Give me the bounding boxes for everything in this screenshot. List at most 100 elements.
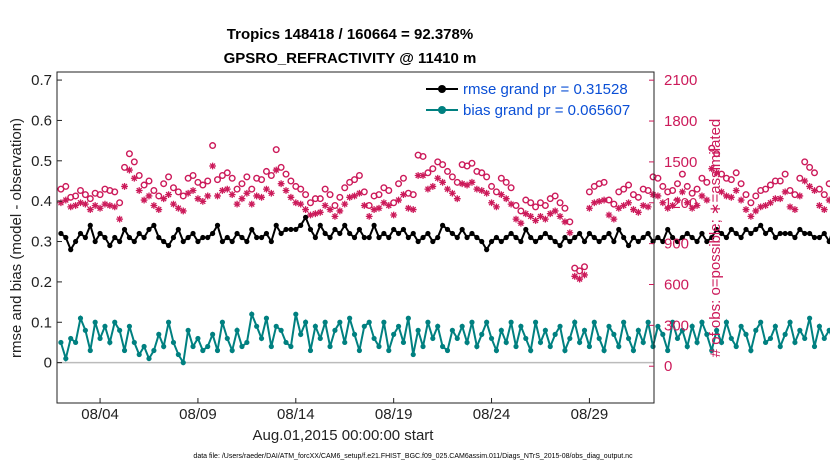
rmse-point [669,234,676,241]
rmse-point [718,230,725,237]
bias-point [772,323,778,329]
obs-possible-point [654,174,662,182]
obs-possible-point [742,191,750,199]
rmse-point [449,230,455,237]
rmse-point [405,234,411,241]
rmse-point [258,234,265,241]
bias-point [298,331,304,337]
obs-assimilated-point [493,203,500,211]
bias-point [474,343,480,350]
obs-possible-point [302,191,310,199]
obs-possible-point [199,181,207,189]
obs-assimilated-point [96,204,104,212]
obs-assimilated-point [595,198,603,205]
bias-point [484,319,490,325]
obs-assimilated-point [91,202,99,209]
obs-assimilated-point [541,215,549,223]
obs-assimilated-point [233,200,241,208]
obs-assimilated-point [86,206,94,213]
obs-assimilated-point [771,195,779,203]
bias-point [141,343,147,350]
bias-point [660,331,666,337]
obs-possible-point [820,191,828,199]
bias-point [464,339,470,346]
rmse-point [518,238,524,245]
obs-assimilated-point [630,206,637,213]
bias-point [239,343,245,350]
obs-assimilated-point [634,208,642,216]
bias-point [518,323,524,329]
obs-possible-point [752,192,760,200]
obs-assimilated-point [571,272,579,280]
obs-assimilated-point [253,192,261,200]
bias-point [811,343,818,350]
bias-point [395,323,402,329]
obs-assimilated-point [189,187,197,194]
bias-point [753,327,759,333]
obs-assimilated-point [590,199,598,207]
bias-point [469,319,475,325]
x-tick-label: 08/24 [473,406,511,423]
obs-assimilated-point [439,178,447,186]
bias-point [307,347,314,354]
rmse-point [714,226,720,233]
obs-possible-point [766,181,774,189]
obs-assimilated-point [625,199,632,207]
bias-point [229,347,235,354]
bias-point [630,347,637,354]
rmse-point [542,230,548,237]
left-y-axis: 0 0.1 0.2 0.3 0.4 0.5 0.6 0.7 [31,72,62,372]
bias-point [254,323,260,329]
obs-assimilated-point [385,202,393,209]
obs-possible-point [96,191,104,199]
obs-possible-point [326,191,334,199]
obs-possible-point [443,167,451,175]
obs-assimilated-point [346,193,354,201]
obs-assimilated-point [693,202,701,209]
obs-assimilated-point [365,212,373,220]
bias-point [733,343,739,350]
obs-possible-point [610,200,618,208]
bias-point [650,343,656,350]
obs-assimilated-point [81,200,89,208]
rmse-point [92,238,98,245]
obs-possible-point [262,167,270,175]
obs-assimilated-point [184,189,192,197]
rmse-point [665,226,671,233]
obs-assimilated-point [77,199,84,207]
rmse-point [170,234,177,241]
rmse-point [758,222,764,228]
bias-point [366,319,372,325]
rmse-point [131,238,137,245]
bias-point [596,335,602,342]
rmse-point [391,226,397,233]
y2-tick-label: 1800 [664,113,697,130]
obs-possible-point [776,177,784,185]
bias-point [821,335,827,342]
rmse-point [743,226,749,233]
obs-assimilated-point [463,181,471,189]
bias-point [679,327,685,333]
rmse-point [249,226,255,233]
x-tick-label: 08/09 [179,406,217,423]
obs-assimilated-point [458,180,466,188]
bias-point [777,343,783,350]
obs-assimilated-point [126,166,133,174]
bias-point [665,347,671,354]
obs-possible-point [781,170,789,178]
obs-assimilated-point [331,212,339,220]
rmse-point [332,226,338,233]
rmse-point [146,226,152,233]
bias-point [356,347,363,354]
bias-point [273,323,279,329]
rmse-point [263,230,270,237]
bias-point [170,339,177,346]
rmse-point [772,234,778,241]
obs-possible-point [267,172,275,180]
bias-point [816,323,822,329]
obs-assimilated-point [639,202,647,209]
obs-assimilated-point [336,207,344,215]
obs-assimilated-point [297,200,305,208]
obs-assimilated-point [483,189,491,197]
